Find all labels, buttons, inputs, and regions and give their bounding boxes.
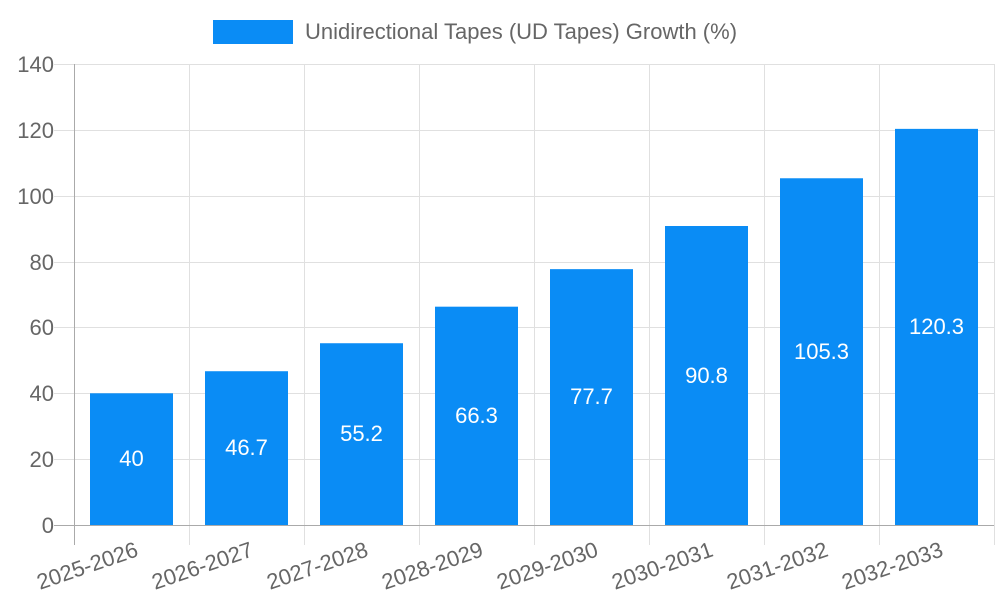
y-tick-label: 140 bbox=[17, 51, 54, 77]
bar-2029-2030[interactable] bbox=[550, 269, 633, 525]
bar-value-label: 90.8 bbox=[685, 362, 728, 388]
bar-value-label: 66.3 bbox=[455, 402, 498, 428]
legend-swatch bbox=[213, 20, 293, 44]
bar-2028-2029[interactable] bbox=[435, 306, 518, 525]
bar-value-label: 120.3 bbox=[908, 313, 965, 339]
bar-2027-2028[interactable] bbox=[320, 343, 403, 525]
y-tick-label: 20 bbox=[29, 446, 54, 472]
legend-label: Unidirectional Tapes (UD Tapes) Growth (… bbox=[305, 19, 738, 44]
bar-value-label: 55.2 bbox=[340, 421, 383, 447]
bar-2031-2032[interactable] bbox=[780, 178, 863, 525]
bar-value-label: 46.7 bbox=[225, 435, 268, 461]
y-tick-label: 120 bbox=[17, 117, 54, 143]
bar-2025-2026[interactable] bbox=[90, 393, 173, 525]
y-tick-label: 100 bbox=[17, 183, 54, 209]
bar-2032-2033[interactable] bbox=[895, 128, 978, 525]
bar-value-label: 105.3 bbox=[793, 338, 850, 364]
bar-value-label: 40 bbox=[119, 446, 144, 472]
y-tick-label: 80 bbox=[29, 249, 54, 275]
y-tick-label: 60 bbox=[29, 314, 54, 340]
y-tick-label: 0 bbox=[41, 512, 54, 538]
bar-value-label: 77.7 bbox=[570, 384, 613, 410]
bar-2030-2031[interactable] bbox=[665, 226, 748, 525]
legend[interactable]: Unidirectional Tapes (UD Tapes) Growth (… bbox=[213, 18, 737, 46]
bar-2026-2027[interactable] bbox=[205, 371, 288, 525]
y-tick-label: 40 bbox=[29, 380, 54, 406]
